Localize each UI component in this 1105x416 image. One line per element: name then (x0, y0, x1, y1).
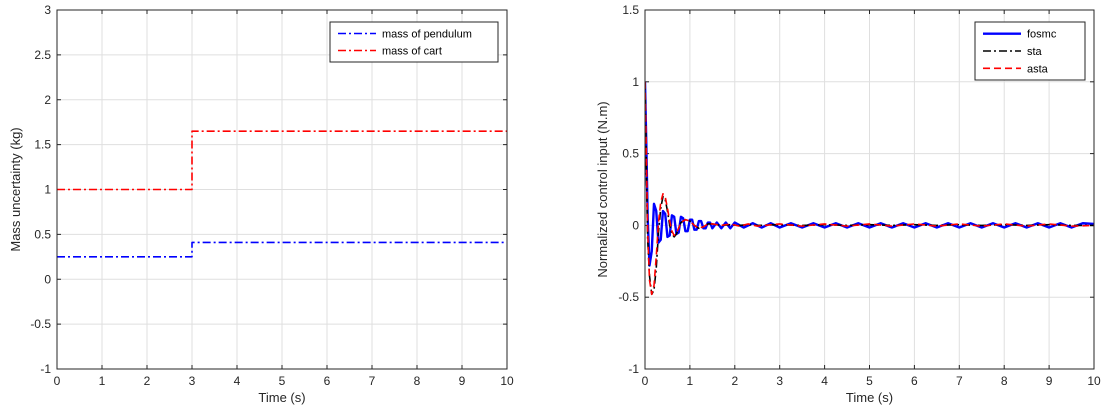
x-tick-label: 2 (144, 374, 151, 388)
y-tick-label: -1 (628, 362, 639, 376)
x-tick-label: 10 (500, 374, 514, 388)
chart-control-input: 0 1 2 3 4 5 6 7 8 9 10 -1 -0.5 0 0.5 1 1.5 Time (s) Normal… (595, 3, 1101, 405)
y-tick-label: -0.5 (30, 317, 51, 331)
y-tick-label: -0.5 (618, 290, 639, 304)
x-tick-label: 8 (414, 374, 421, 388)
x-tick-label: 10 (1087, 374, 1101, 388)
series-line-mass-of-cart (57, 130, 507, 191)
x-tick-label: 6 (324, 374, 331, 388)
x-tick-label: 5 (279, 374, 286, 388)
x-tick-label: 3 (776, 374, 783, 388)
y-tick-label: 1 (632, 75, 639, 89)
y-tick-label: 3 (44, 3, 51, 17)
legend-label: mass of cart (382, 46, 442, 58)
x-tick-label: 6 (911, 374, 918, 388)
x-tick-label: 4 (234, 374, 241, 388)
y-axis-label: Mass uncertainty (kg) (8, 127, 23, 251)
y-tick-label: 0.5 (622, 147, 639, 161)
x-tick-label: 4 (821, 374, 828, 388)
x-axis-label: Time (s) (846, 390, 893, 405)
legend-label: mass of pendulum (382, 29, 472, 41)
x-tick-label: 0 (54, 374, 61, 388)
series-line-mass-of-pendulum (57, 241, 507, 258)
x-tick-label: 5 (866, 374, 873, 388)
x-tick-label: 7 (956, 374, 963, 388)
legend-label: asta (1027, 63, 1049, 75)
chart-mass-uncertainty: 0 1 2 3 4 5 6 7 8 9 10 -1 -0.5 0 0.5 1 1.5 2 2.5 3 Time (s) M… (8, 3, 514, 405)
x-tick-label: 2 (731, 374, 738, 388)
series-group (645, 81, 1094, 296)
legend-label: fosmc (1027, 29, 1057, 41)
y-axis-label: Normalized control input (N.m) (595, 101, 610, 277)
series-line-asta (645, 81, 1094, 296)
axes-box (644, 9, 1095, 370)
x-tick-label: 7 (369, 374, 376, 388)
series-group (57, 130, 507, 258)
legend-box (974, 21, 1086, 81)
x-tick-label: 1 (99, 374, 106, 388)
y-tick-label: 2.5 (34, 48, 51, 62)
y-tick-label: 1.5 (622, 3, 639, 17)
y-tick-label: 2 (44, 93, 51, 107)
x-tick-label: 0 (642, 374, 649, 388)
y-tick-label: 1.5 (34, 138, 51, 152)
legend-label: sta (1027, 46, 1043, 58)
y-tick-label: 0 (44, 272, 51, 286)
x-axis-label: Time (s) (258, 390, 305, 405)
x-tick-label: 9 (459, 374, 466, 388)
y-tick-label: 1 (44, 183, 51, 197)
legend-box (329, 21, 499, 63)
y-tick-label: 0.5 (34, 227, 51, 241)
x-tick-label: 1 (687, 374, 694, 388)
x-tick-label: 3 (189, 374, 196, 388)
x-tick-label: 8 (1001, 374, 1008, 388)
x-tick-label: 9 (1046, 374, 1053, 388)
y-tick-label: 0 (632, 218, 639, 232)
y-tick-label: -1 (40, 362, 51, 376)
axes-box (56, 9, 508, 370)
